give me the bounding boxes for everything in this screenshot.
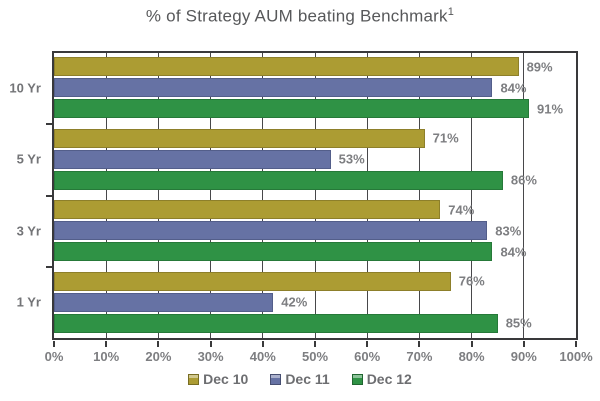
- bar-row: 83%: [54, 221, 576, 241]
- legend-item: Dec 11: [270, 371, 330, 387]
- x-axis-tick: [314, 341, 316, 347]
- bar-value-label: 71%: [432, 130, 459, 146]
- x-tick-label: 100%: [559, 349, 593, 364]
- legend-swatch-icon: [188, 373, 200, 385]
- bar-group: 3 Yr 74% 83% 84%: [17, 200, 576, 262]
- x-axis-tick: [575, 341, 577, 347]
- x-axis-tick: [209, 341, 212, 347]
- x-tick-label: 40%: [249, 349, 276, 364]
- bar-row: 91%: [54, 99, 576, 118]
- legend-label: Dec 10: [203, 371, 249, 387]
- bar-dec-11: [54, 292, 274, 312]
- bar-value-label: 89%: [526, 59, 553, 74]
- category-label: 10 Yr: [9, 80, 41, 95]
- bar-row: 85%: [54, 313, 576, 333]
- bar-dec-10: [54, 128, 425, 148]
- legend-swatch-icon: [270, 373, 282, 385]
- x-tick-label: 50%: [301, 349, 329, 364]
- bar-row: 76%: [54, 271, 576, 291]
- bar-group: 10 Yr 89% 84% 91%: [9, 57, 576, 118]
- plot-area: 10 Yr 89% 84% 91% 5 Yr 71% 53% 86% 3 Yr 74% 83% 84%…: [9, 51, 578, 340]
- x-axis-tick: [157, 341, 160, 347]
- bar-value-label: 91%: [537, 101, 564, 116]
- gridline: [210, 53, 212, 338]
- gridline: [366, 53, 368, 338]
- x-axis-tick: [105, 341, 108, 347]
- bar-row: 84%: [54, 242, 576, 262]
- chart-title-text: % of Strategy AUM beating Benchmark: [145, 6, 448, 26]
- category-label: 5 Yr: [16, 151, 41, 167]
- x-axis: 0% 10% 20% 30% 40% 50% 60% 70% 80% 90% 100%: [45, 341, 593, 367]
- bar-row: 71%: [54, 128, 576, 148]
- x-axis-tick: [470, 341, 473, 347]
- x-tick-label: 90%: [510, 349, 537, 364]
- chart-title-footnote-marker: 1: [447, 6, 455, 18]
- gridline: [105, 53, 107, 338]
- bar-value-label: 74%: [448, 202, 475, 218]
- bar-group: 5 Yr 71% 53% 86%: [17, 128, 576, 190]
- legend-item: Dec 10: [188, 371, 248, 387]
- category-label: 1 Yr: [16, 294, 41, 310]
- bar-dec-12: [54, 313, 498, 333]
- x-tick-label: 30%: [197, 349, 224, 364]
- gridline: [418, 53, 420, 338]
- chart-title: % of Strategy AUM beating Benchmark1: [0, 6, 600, 27]
- bar-value-label: 84%: [500, 80, 527, 95]
- legend: Dec 10 Dec 11 Dec 12: [0, 371, 600, 387]
- bar-value-label: 84%: [500, 244, 527, 260]
- legend-item: Dec 12: [351, 371, 412, 387]
- x-tick-label: 20%: [145, 349, 172, 364]
- x-axis-tick: [366, 341, 369, 347]
- x-axis-tick: [522, 341, 525, 347]
- gridline: [262, 53, 264, 338]
- x-tick-label: 10%: [93, 349, 120, 364]
- bar-value-label: 83%: [495, 223, 522, 239]
- bar-row: 53%: [54, 149, 576, 169]
- bar-dec-11: [54, 221, 488, 241]
- x-tick-label: 70%: [406, 349, 433, 364]
- bar-dec-10: [54, 57, 519, 76]
- legend-label: Dec 12: [366, 371, 412, 387]
- bar-dec-10: [54, 271, 451, 291]
- y-axis-tick: [46, 265, 52, 268]
- bar-value-label: 42%: [281, 294, 308, 310]
- bar-dec-11: [54, 149, 331, 169]
- bar-dec-12: [54, 242, 493, 262]
- category-label: 3 Yr: [16, 223, 41, 239]
- gridline: [157, 53, 159, 338]
- y-axis-tick: [46, 123, 52, 126]
- gridline-layer: [46, 53, 576, 338]
- bar-row: 74%: [54, 200, 576, 220]
- x-tick-label: 80%: [458, 349, 485, 364]
- bar-dec-10: [54, 200, 441, 220]
- bar-row: 84%: [54, 78, 576, 97]
- x-tick-label: 0%: [44, 349, 64, 364]
- legend-label: Dec 11: [285, 371, 330, 387]
- bar-value-label: 86%: [510, 172, 537, 188]
- bar-dec-11: [54, 78, 493, 97]
- x-axis-tick: [261, 341, 264, 347]
- bar-value-label: 53%: [338, 151, 365, 167]
- bar-groups: 10 Yr 89% 84% 91% 5 Yr 71% 53% 86% 3 Yr 74% 83% 84%…: [9, 53, 576, 338]
- bar-dec-12: [54, 99, 530, 118]
- gridline: [314, 53, 316, 338]
- gridline: [523, 53, 525, 338]
- bar-row: 42%: [54, 292, 576, 312]
- bar-value-label: 85%: [505, 315, 532, 331]
- x-axis-tick: [53, 341, 55, 347]
- bar-value-label: 76%: [458, 273, 485, 289]
- bar-group: 1 Yr 76% 42% 85%: [17, 271, 576, 333]
- bar-row: 86%: [54, 170, 576, 190]
- y-axis-tick: [46, 194, 52, 197]
- x-axis-tick: [418, 341, 421, 347]
- legend-swatch-icon: [351, 373, 363, 385]
- bar-dec-12: [54, 170, 503, 190]
- gridline: [471, 53, 473, 338]
- x-tick-label: 60%: [354, 349, 381, 364]
- bar-row: 89%: [54, 57, 576, 76]
